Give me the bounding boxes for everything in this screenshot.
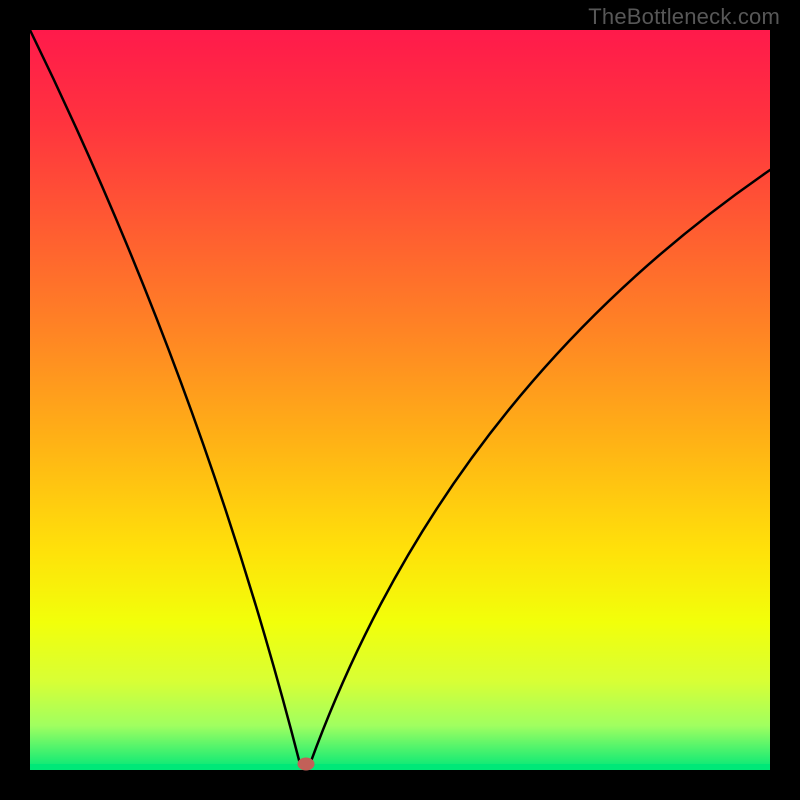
optimal-point-marker [298, 758, 314, 770]
plot-gradient [30, 30, 770, 770]
bottom-green-band [30, 764, 770, 770]
bottleneck-chart [0, 0, 800, 800]
watermark-text: TheBottleneck.com [588, 4, 780, 30]
chart-container: TheBottleneck.com [0, 0, 800, 800]
